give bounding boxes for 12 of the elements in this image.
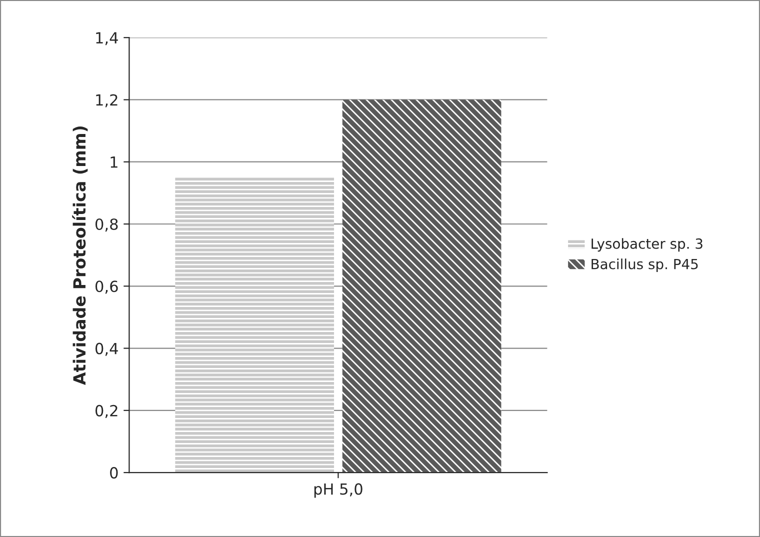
y-tick-label: 0,4 <box>95 342 118 356</box>
y-tick-label: 0,8 <box>95 218 118 232</box>
y-tick-label: 1 <box>110 156 118 168</box>
y-tick-label: 1,4 <box>96 32 118 46</box>
legend-label: Bacillus sp. P45 <box>592 258 698 272</box>
y-tick-label: 0,2 <box>95 404 118 418</box>
y-tick-label: 0,6 <box>95 280 118 294</box>
y-tick-label: 1,2 <box>96 94 118 108</box>
x-tick-label: pH 5,0 <box>314 483 362 498</box>
y-tick-label: 0 <box>110 467 118 479</box>
legend-label: Lysobacter sp. 3 <box>592 238 702 252</box>
y-axis-title: Atividade Proteolítica (mm) <box>72 126 88 385</box>
